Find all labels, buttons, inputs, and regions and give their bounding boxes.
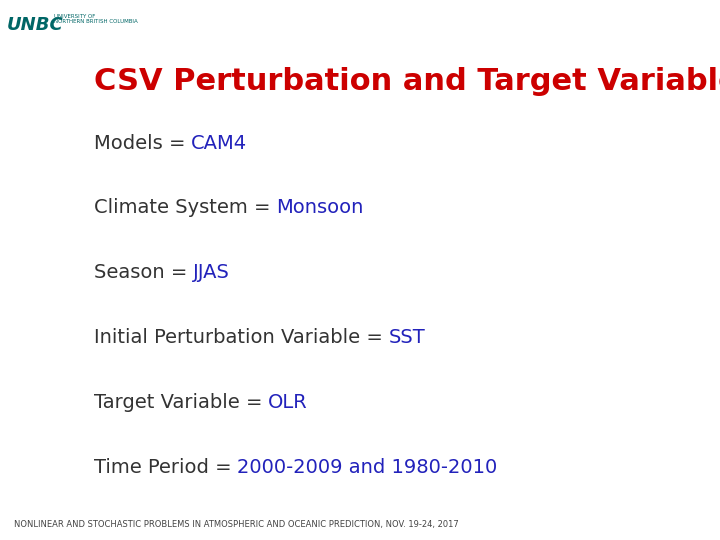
Text: CSV Perturbation and Target Variables: CSV Perturbation and Target Variables — [94, 68, 720, 97]
Text: UNIVERSITY OF
NORTHERN BRITISH COLUMBIA: UNIVERSITY OF NORTHERN BRITISH COLUMBIA — [54, 14, 138, 24]
Text: Season =: Season = — [94, 263, 193, 282]
Text: NONLINEAR AND STOCHASTIC PROBLEMS IN ATMOSPHERIC AND OCEANIC PREDICTION, NOV. 19: NONLINEAR AND STOCHASTIC PROBLEMS IN ATM… — [14, 520, 459, 529]
Text: OLR: OLR — [269, 393, 308, 412]
Text: Target Variable =: Target Variable = — [94, 393, 269, 412]
Text: Monsoon: Monsoon — [276, 198, 364, 218]
Text: Models =: Models = — [94, 133, 192, 153]
Text: UNBC: UNBC — [7, 16, 64, 34]
Text: Climate System =: Climate System = — [94, 198, 276, 218]
Text: 2000-2009 and 1980-2010: 2000-2009 and 1980-2010 — [238, 457, 498, 477]
Text: JJAS: JJAS — [193, 263, 230, 282]
Text: SST: SST — [389, 328, 426, 347]
Text: Initial Perturbation Variable =: Initial Perturbation Variable = — [94, 328, 389, 347]
Text: Time Period =: Time Period = — [94, 457, 238, 477]
Text: CAM4: CAM4 — [192, 133, 248, 153]
